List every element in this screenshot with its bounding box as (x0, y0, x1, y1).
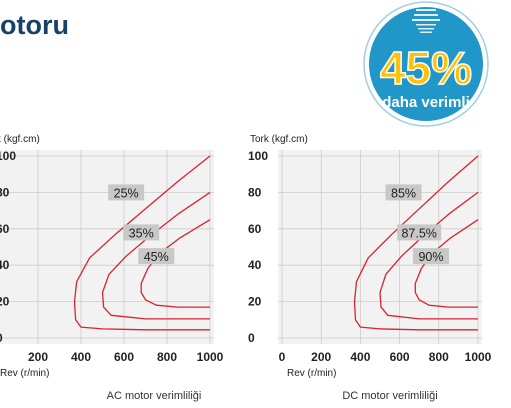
ac-y-tick-label: 0 (0, 331, 3, 345)
dc-y-tick-label: 100 (248, 149, 268, 163)
dc-y-tick-label: 40 (248, 258, 262, 272)
ac-x-tick-label: 400 (71, 350, 91, 364)
ac-y-tick-label: 40 (0, 258, 10, 272)
ac-y-tick-label: 20 (0, 295, 10, 309)
dc-curve-label-bg (397, 224, 442, 241)
ac-chart-title: AC motor verimliliği (106, 390, 202, 402)
ac-curve-label-bg (108, 184, 145, 201)
ac-x-tick-label: 1000 (197, 350, 224, 364)
ac-efficiency-curve (73, 155, 211, 331)
dc-y-tick-label: 80 (248, 185, 262, 199)
dc-x-tick-label: 400 (350, 350, 370, 364)
ac-x-tick-label: 800 (157, 350, 177, 364)
dc-y-tick-label: 20 (248, 295, 262, 309)
dc-efficiency-curve (414, 219, 479, 308)
page-heading: otoru (0, 10, 69, 40)
ac-efficiency-curve (140, 219, 211, 308)
dc-chart-title: DC motor verimliliği (342, 390, 438, 402)
dc-curve-label: 90% (418, 250, 443, 264)
badge-percent: 45% (380, 42, 472, 94)
ac-x-tick-label: 200 (28, 350, 48, 364)
dc-y-tick-label: 60 (248, 222, 262, 236)
ac-curve-label: 45% (144, 250, 169, 264)
dc-curve-label-bg (385, 184, 422, 201)
ac-y-tick-label: 60 (0, 222, 10, 236)
badge-disc (369, 7, 483, 121)
dc-y-axis-label: Tork (kgf.cm) (250, 134, 308, 145)
ac-curve-label: 35% (129, 226, 154, 240)
dc-curve-label: 85% (391, 186, 416, 200)
ac-curve-label: 25% (114, 186, 139, 200)
dc-y-tick-label: 0 (248, 331, 255, 345)
ac-x-axis-label: Rev (r/min) (0, 368, 49, 379)
dc-x-tick-label: 0 (279, 350, 286, 364)
dc-x-tick-label: 600 (390, 350, 410, 364)
ac-curve-label-bg (123, 224, 160, 241)
dc-x-tick-label: 200 (311, 350, 331, 364)
ac-y-tick-label: 100 (0, 149, 16, 163)
dc-x-tick-label: 800 (429, 350, 449, 364)
dc-x-tick-label: 1000 (465, 350, 492, 364)
ac-efficiency-curve (101, 191, 211, 320)
ac-curve-label-bg (138, 248, 175, 265)
efficiency-badge: 45% daha verimli (360, 0, 511, 128)
dc-x-axis-label: Rev (r/min) (287, 368, 336, 379)
badge-stripes-icon (412, 9, 440, 33)
badge-caption: daha verimli (382, 94, 470, 111)
ac-x-tick-label: 600 (114, 350, 134, 364)
ac-y-axis-label: Tork (kgf.cm) (0, 134, 40, 145)
dc-curve-label: 87.5% (401, 226, 436, 240)
ac-y-tick-label: 80 (0, 185, 10, 199)
dc-efficiency-curve (353, 155, 479, 331)
dc-curve-label-bg (412, 248, 449, 265)
